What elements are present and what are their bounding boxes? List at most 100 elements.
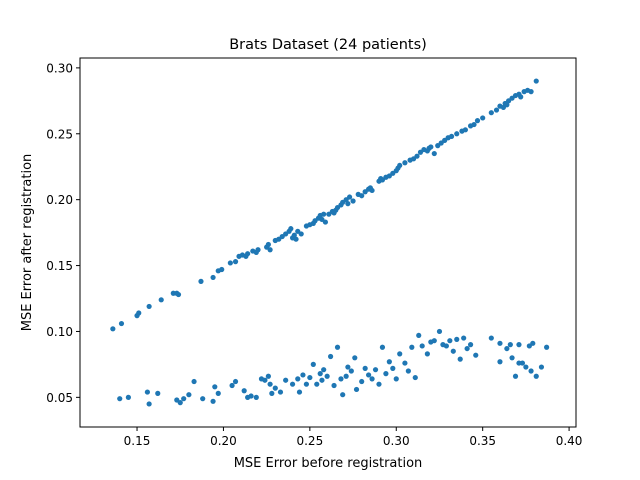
scatter-point-lower-9 [191, 378, 197, 385]
scatter-point-upper-5 [158, 297, 164, 303]
scatter-point-lower-45 [343, 373, 349, 379]
scatter-point-lower-11 [210, 398, 216, 404]
scatter-point-upper-32 [291, 232, 297, 238]
scatter-point-lower-81 [473, 352, 479, 358]
scatter-point-lower-95 [544, 344, 550, 350]
scatter-point-upper-24 [267, 247, 273, 253]
scatter-point-lower-61 [397, 351, 403, 357]
scatter-point-upper-92 [480, 115, 486, 121]
scatter-point-lower-52 [366, 372, 372, 378]
y-tick-label: 0.05 [46, 391, 73, 405]
scatter-point-upper-0 [110, 326, 116, 332]
chart-title: Brats Dataset (24 patients) [229, 37, 427, 53]
scatter-point-lower-23 [267, 381, 273, 387]
scatter-point-lower-74 [447, 338, 453, 344]
scatter-point-lower-48 [352, 355, 358, 361]
y-tick-label: 0.25 [46, 127, 73, 141]
scatter-point-upper-14 [232, 259, 239, 265]
scatter-point-lower-79 [464, 345, 470, 352]
scatter-point-upper-79 [428, 144, 434, 150]
scatter-point-upper-53 [345, 201, 351, 207]
scatter-point-lower-96 [516, 360, 522, 366]
scatter-point-lower-63 [405, 368, 411, 374]
scatter-point-lower-77 [457, 356, 463, 362]
scatter-point-lower-28 [289, 381, 296, 387]
scatter-point-lower-66 [416, 332, 422, 339]
scatter-point-lower-50 [359, 378, 365, 385]
scatter-point-upper-74 [414, 153, 420, 159]
scatter-point-lower-37 [319, 377, 325, 383]
data-points [110, 78, 550, 407]
scatter-point-lower-65 [412, 374, 418, 381]
y-tick-label: 0.30 [46, 61, 73, 75]
scatter-point-upper-21 [255, 247, 261, 253]
scatter-point-lower-83 [497, 359, 503, 365]
y-axis-label: MSE Error after registration [20, 154, 35, 332]
scatter-point-upper-55 [350, 198, 356, 204]
scatter-point-lower-51 [362, 365, 368, 371]
scatter-point-lower-67 [419, 343, 425, 349]
scatter-point-upper-1 [118, 320, 125, 327]
scatter-point-lower-42 [334, 344, 341, 350]
scatter-point-upper-13 [227, 260, 233, 266]
scatter-point-lower-38 [321, 367, 327, 373]
scatter-point-upper-98 [504, 102, 510, 108]
scatter-point-lower-10 [200, 396, 206, 402]
scatter-point-lower-94 [538, 364, 545, 370]
x-tick-label: 0.30 [383, 434, 410, 448]
scatter-point-upper-86 [454, 131, 460, 137]
scatter-point-lower-30 [296, 389, 303, 395]
scatter-point-upper-30 [288, 226, 294, 232]
scatter-point-upper-12 [219, 266, 225, 273]
scatter-point-lower-46 [345, 364, 351, 370]
x-axis: 0.15 0.20 0.25 0.30 0.35 0.40 [124, 427, 582, 448]
scatter-point-upper-91 [474, 118, 481, 124]
scatter-point-lower-36 [317, 371, 323, 377]
scatter-point-lower-14 [229, 382, 235, 389]
scatter-point-upper-103 [518, 94, 524, 100]
scatter-point-lower-39 [324, 373, 330, 379]
scatter-point-lower-34 [310, 361, 316, 367]
scatter-point-upper-10 [210, 274, 216, 281]
scatter-point-lower-24 [269, 390, 275, 396]
y-axis: 0.05 0.10 0.15 0.20 0.25 0.30 [46, 61, 80, 405]
scatter-point-lower-87 [512, 373, 519, 379]
scatter-point-lower-70 [431, 338, 437, 344]
scatter-point-lower-0 [117, 396, 123, 402]
scatter-point-lower-12 [212, 384, 218, 390]
scatter-point-lower-73 [443, 343, 449, 349]
scatter-point-lower-88 [516, 342, 522, 348]
x-tick-label: 0.20 [210, 434, 237, 448]
scatter-point-upper-43 [321, 211, 327, 217]
scatter-point-lower-93 [533, 373, 539, 379]
scatter-point-lower-76 [454, 336, 460, 342]
plot-frame [79, 57, 577, 428]
scatter-point-upper-90 [471, 121, 477, 128]
scatter-point-upper-9 [198, 278, 204, 284]
scatter-point-upper-80 [431, 150, 437, 157]
scatter-point-lower-56 [379, 344, 386, 350]
scatter-point-lower-59 [390, 365, 396, 371]
scatter-point-lower-27 [283, 377, 289, 383]
scatter-point-upper-23 [265, 241, 271, 248]
scatter-point-lower-32 [303, 381, 309, 387]
scatter-point-lower-64 [409, 344, 415, 350]
scatter-point-lower-92 [530, 340, 536, 346]
scatter-point-lower-71 [436, 328, 443, 335]
scatter-point-lower-6 [177, 400, 183, 406]
scatter-point-lower-68 [424, 351, 430, 357]
scatter-point-lower-26 [277, 389, 284, 395]
scatter-point-lower-86 [509, 355, 515, 361]
scatter-point-lower-33 [307, 374, 313, 381]
x-tick-label: 0.25 [296, 434, 323, 448]
scatter-point-lower-57 [383, 371, 389, 377]
scatter-point-lower-40 [327, 353, 334, 360]
scatter-point-upper-35 [298, 231, 304, 237]
scatter-point-lower-80 [467, 342, 474, 348]
scatter-point-upper-85 [448, 133, 455, 140]
scatter-point-lower-97 [528, 368, 534, 374]
scatter-point-lower-19 [253, 394, 259, 400]
scatter-point-upper-106 [528, 89, 534, 95]
